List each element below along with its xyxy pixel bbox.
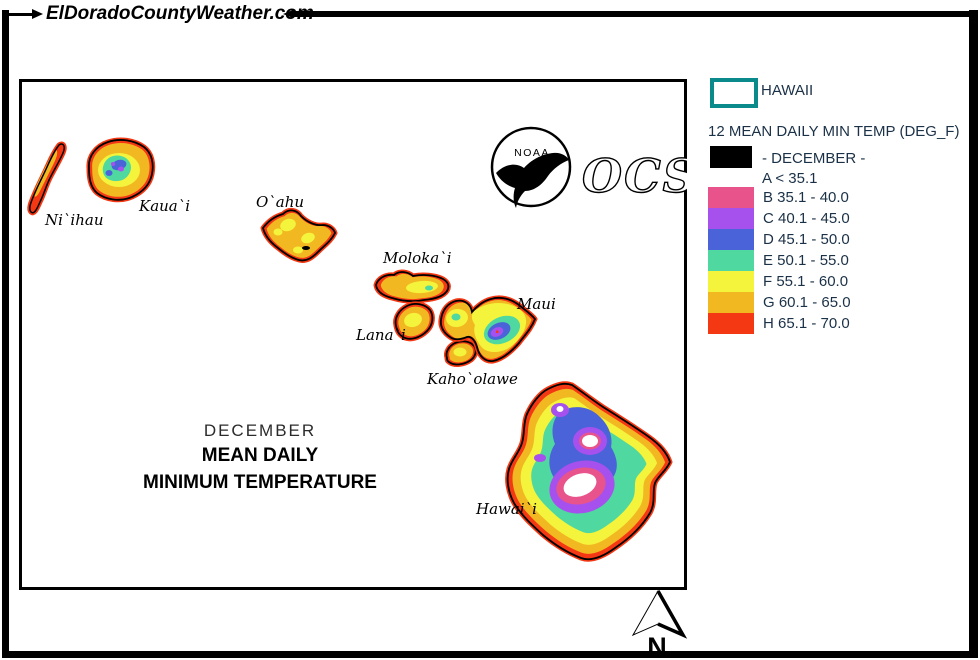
- label-lanai: Lana`i: [356, 326, 406, 344]
- legend-swatch-f: [708, 271, 754, 292]
- north-arrow: N: [631, 589, 688, 660]
- legend-swatch-d: [708, 229, 754, 250]
- legend-region-label: HAWAII: [761, 82, 814, 99]
- page-border-left: [2, 10, 9, 658]
- legend-swatch-c: [708, 208, 754, 229]
- map-title-line2: MEAN DAILY: [201, 445, 319, 466]
- map-frame: [19, 79, 687, 590]
- map-title: DECEMBER MEAN DAILY MINIMUM TEMPERATURE: [125, 421, 395, 494]
- label-kauai: Kaua`i: [139, 197, 191, 215]
- legend-december-label: - DECEMBER -: [762, 150, 866, 167]
- legend-label-c: C 40.1 - 45.0: [763, 210, 850, 227]
- legend-row: F 55.1 - 60.0: [708, 271, 851, 292]
- legend-row: G 60.1 - 65.0: [708, 292, 851, 313]
- header-line-right: [293, 11, 978, 17]
- legend-december-swatch: [710, 146, 752, 168]
- legend-label-h: H 65.1 - 70.0: [763, 315, 850, 332]
- legend-label-e: E 50.1 - 55.0: [763, 252, 849, 269]
- label-hawaii: Hawai`i: [476, 500, 537, 518]
- legend-region-swatch: [710, 78, 758, 108]
- label-oahu: O`ahu: [256, 193, 305, 211]
- legend-row: B 35.1 - 40.0: [708, 187, 851, 208]
- map-title-line3: MINIMUM TEMPERATURE: [143, 472, 377, 493]
- label-niihau: Ni`ihau: [45, 211, 104, 229]
- legend-label-d: D 45.1 - 50.0: [763, 231, 850, 248]
- legend-row: H 65.1 - 70.0: [708, 313, 851, 334]
- legend-rows: B 35.1 - 40.0 C 40.1 - 45.0 D 45.1 - 50.…: [708, 187, 851, 334]
- legend-label-f: F 55.1 - 60.0: [763, 273, 849, 290]
- legend-class-a-label: A < 35.1: [762, 170, 818, 187]
- legend-swatch-e: [708, 250, 754, 271]
- header-arrow-icon: [32, 9, 43, 19]
- site-title: ElDoradoCountyWeather.com: [46, 3, 314, 24]
- north-label: N: [647, 632, 667, 660]
- legend-row: D 45.1 - 50.0: [708, 229, 851, 250]
- legend-row: E 50.1 - 55.0: [708, 250, 851, 271]
- legend-row: C 40.1 - 45.0: [708, 208, 851, 229]
- label-kahoolawe: Kaho`olawe: [427, 370, 518, 388]
- header-line-left: [6, 13, 32, 16]
- page-border-right: [969, 10, 978, 658]
- map-title-month: DECEMBER: [203, 421, 317, 440]
- label-molokai: Moloka`i: [383, 249, 452, 267]
- legend-swatch-b: [708, 187, 754, 208]
- page-border-bottom: [2, 651, 978, 658]
- header-line-tip: [283, 10, 293, 18]
- label-maui: Maui: [517, 295, 556, 313]
- legend-swatch-h: [708, 313, 754, 334]
- legend-title: 12 MEAN DAILY MIN TEMP (DEG_F): [708, 123, 960, 140]
- legend-label-g: G 60.1 - 65.0: [763, 294, 851, 311]
- legend-label-b: B 35.1 - 40.0: [763, 189, 849, 206]
- legend-swatch-g: [708, 292, 754, 313]
